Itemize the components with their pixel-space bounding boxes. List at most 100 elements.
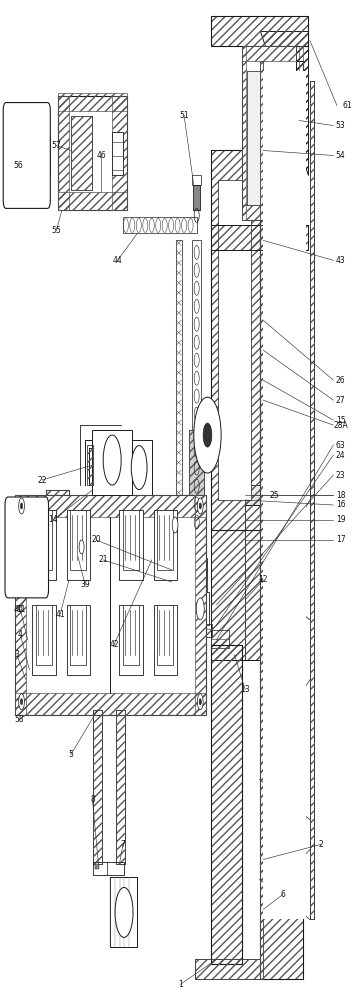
Bar [66,605,90,675]
Bar [121,455,127,485]
Text: 2: 2 [318,840,323,849]
Text: 41: 41 [55,610,65,619]
Bar [119,510,143,580]
Text: 22: 22 [37,476,47,485]
Bar [32,510,56,580]
Text: 46: 46 [96,151,106,160]
Bar [45,490,69,605]
Bar [211,645,242,964]
Text: 55: 55 [52,226,61,235]
Circle shape [115,887,133,937]
Bar [192,240,201,530]
FancyBboxPatch shape [5,497,48,598]
Bar [15,495,206,715]
Bar [153,605,177,675]
Circle shape [19,694,25,710]
Text: 15: 15 [336,416,345,425]
Text: 4: 4 [18,630,23,639]
Bar [112,96,127,210]
Bar [211,630,229,648]
Text: 17: 17 [336,535,345,544]
Bar [299,46,304,220]
Text: 16: 16 [336,500,345,509]
Text: 58: 58 [14,715,23,724]
Text: 27: 27 [336,396,345,405]
Circle shape [172,517,178,533]
Bar [191,629,212,637]
Bar [310,81,314,919]
Text: 7: 7 [121,840,125,849]
Bar [211,150,260,530]
Text: 25: 25 [269,491,279,500]
Text: 44: 44 [113,256,122,265]
Bar [211,16,308,46]
Bar [36,605,52,665]
Bar [193,592,209,625]
Bar [260,61,303,979]
Bar [66,510,90,580]
Bar [195,959,260,979]
Bar [58,192,127,210]
Text: 13: 13 [240,685,250,694]
Circle shape [194,397,221,473]
Bar [157,605,173,665]
Circle shape [79,540,84,554]
Bar [58,96,69,210]
Text: 43: 43 [336,256,345,265]
Text: 56: 56 [13,161,23,170]
Bar [218,180,251,500]
Bar [260,61,303,979]
Bar [71,116,92,190]
Bar [242,46,246,220]
Bar [242,46,296,220]
Bar [116,710,125,864]
Text: 39: 39 [81,580,90,589]
Bar [190,577,208,592]
Bar [211,16,308,46]
Bar [47,136,50,175]
Text: 3: 3 [14,650,19,659]
Text: 57: 57 [52,141,61,150]
Bar [15,693,206,715]
Bar [242,46,296,61]
Bar [93,710,103,864]
Bar [71,116,92,190]
Text: 8: 8 [90,795,95,804]
Text: 19: 19 [336,515,345,524]
Text: 61: 61 [343,101,353,110]
Circle shape [131,446,147,490]
Text: 11: 11 [16,605,25,614]
Bar [190,430,204,495]
Bar [242,205,296,220]
Text: 14: 14 [48,515,58,524]
Bar [153,510,177,580]
Bar [247,71,287,205]
Text: 40: 40 [14,605,23,614]
Bar [116,710,125,864]
Bar [190,577,208,592]
Bar [32,605,56,675]
Circle shape [21,503,23,509]
Bar [93,862,124,875]
Bar [260,61,263,979]
Bar [70,510,86,570]
Bar [245,495,260,505]
Bar [112,132,123,175]
Bar [211,530,260,660]
Bar [310,81,314,919]
Text: 53: 53 [336,121,345,130]
Text: 23: 23 [336,471,345,480]
Circle shape [199,503,201,509]
Bar [15,495,206,517]
Bar [211,645,242,964]
Bar [211,225,308,250]
Text: 63: 63 [336,441,345,450]
Bar [36,510,52,570]
Bar [211,639,229,648]
Bar [123,510,139,570]
Bar [191,624,212,637]
Text: 26: 26 [336,376,345,385]
Circle shape [199,699,201,705]
Text: 6: 6 [280,890,286,899]
Bar [127,440,152,495]
